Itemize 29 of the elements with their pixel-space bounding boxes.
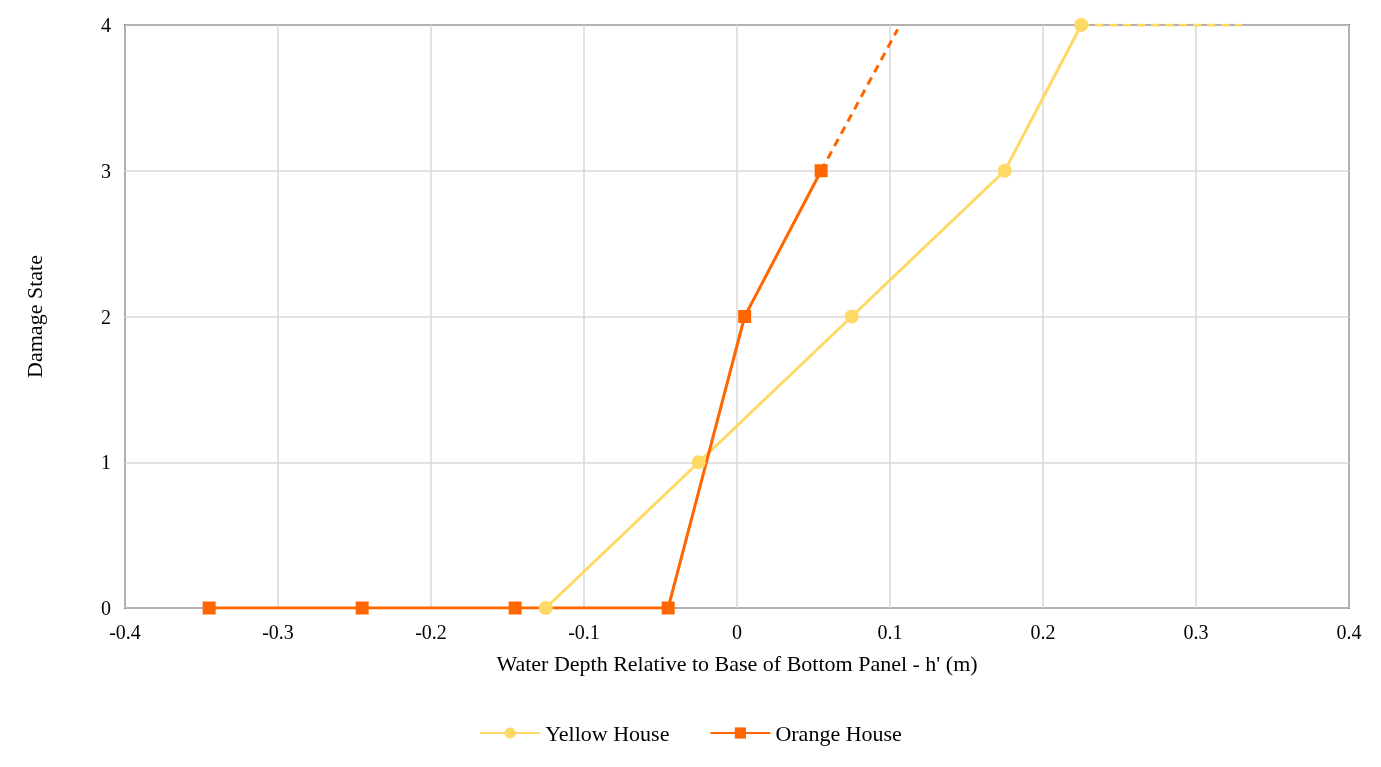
x-tick-label: -0.3: [262, 621, 294, 643]
x-tick-label: 0.1: [877, 621, 903, 643]
legend-label: Yellow House: [545, 720, 670, 746]
x-axis-title: Water Depth Relative to Base of Bottom Panel - h' (m): [496, 650, 978, 676]
point: [1074, 18, 1089, 32]
y-tick-label: 3: [101, 159, 111, 182]
point: [508, 601, 522, 615]
point: [538, 601, 553, 615]
x-tick-label: 0.3: [1183, 621, 1209, 643]
point: [844, 309, 859, 324]
point: [814, 164, 828, 178]
point: [997, 163, 1012, 178]
y-tick-label: 4: [101, 14, 111, 36]
y-tick-label: 1: [101, 451, 111, 474]
x-tick-label: -0.4: [109, 621, 141, 643]
y-tick-label: 0: [101, 597, 111, 619]
y-axis-title: Damage State: [21, 255, 47, 378]
legend-label: Orange House: [775, 720, 902, 746]
point: [355, 601, 369, 615]
x-tick-label: 0.4: [1336, 621, 1362, 643]
x-tick-label: -0.1: [568, 621, 600, 643]
x-tick-label: 0: [732, 621, 742, 643]
x-tick-label: -0.2: [415, 621, 447, 643]
point: [202, 601, 216, 615]
point: [661, 601, 675, 615]
y-tick-label: 2: [101, 305, 111, 328]
point: [738, 310, 752, 323]
x-tick-label: 0.2: [1030, 621, 1056, 643]
point: [691, 455, 706, 470]
